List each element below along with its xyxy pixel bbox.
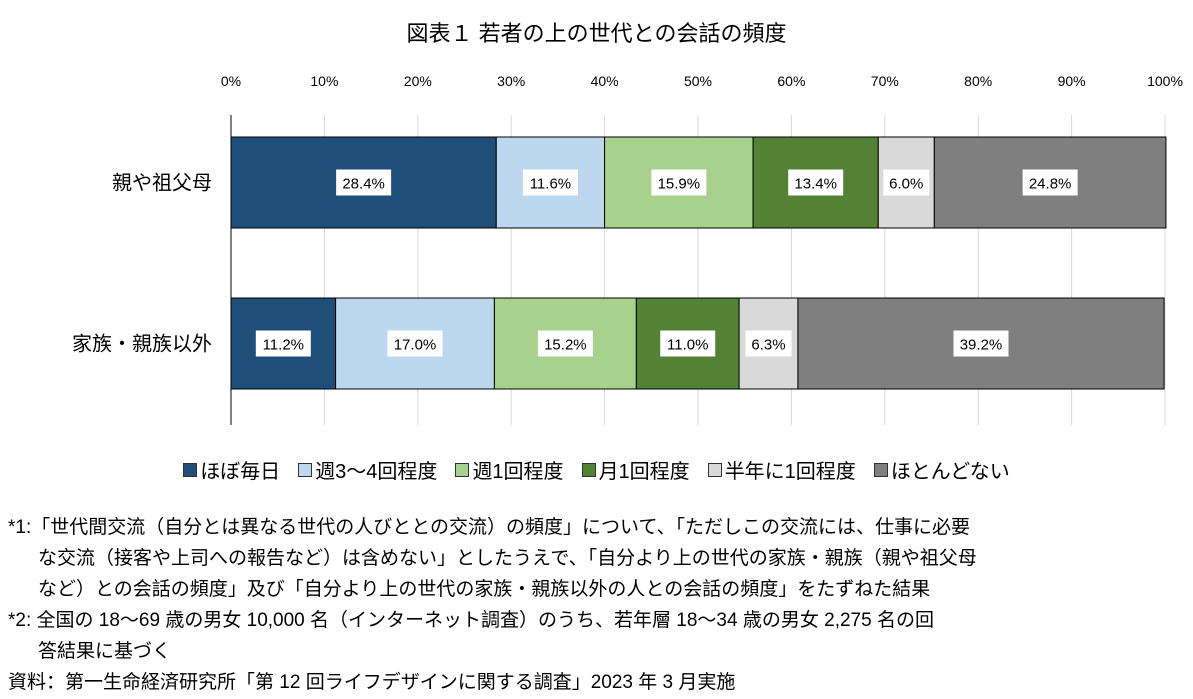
data-label: 11.0% [667, 337, 708, 354]
category-label: 家族・親族以外 [72, 333, 212, 356]
data-label: 11.2% [263, 337, 304, 354]
data-label: 24.8% [1029, 176, 1072, 193]
x-tick-label: 40% [591, 73, 619, 89]
data-label-bg [883, 169, 930, 196]
legend-swatch [298, 462, 313, 477]
data-label: 15.9% [658, 176, 701, 193]
legend-item: 月1回程度 [581, 455, 690, 484]
note-line: 答結果に基づく [38, 641, 172, 662]
data-label-bg [651, 169, 707, 196]
note-line: *2: 全国の 18～69 歳の男女 10,000 名（インターネット調査）のう… [8, 610, 934, 631]
data-label-bg [336, 169, 392, 196]
legend-item: ほとんどない [873, 455, 1010, 484]
chart-title: 図表１ 若者の上の世代との会話の頻度 [406, 21, 787, 46]
notes: *1:「世代間交流（自分とは異なる世代の人びととの交流）の頻度」について、「ただ… [8, 512, 1188, 698]
data-label-bg [255, 330, 311, 357]
x-tick-label: 100% [1147, 73, 1183, 89]
data-label: 6.3% [751, 337, 785, 354]
category-label: 親や祖父母 [112, 172, 212, 195]
data-label-bg [953, 330, 1009, 357]
x-tick-label: 30% [497, 73, 525, 89]
source-line: 資料：第一生命経済研究所「第 12 回ライフデザインに関する調査」2023 年 … [8, 672, 736, 693]
legend-label: 週3～4回程度 [315, 461, 438, 483]
legend-swatch [873, 462, 888, 477]
legend-label: 月1回程度 [598, 461, 690, 483]
x-tick-label: 80% [964, 73, 992, 89]
legend-item: ほぼ毎日 [183, 455, 280, 484]
note-line: な交流（接客や上司への報告など）は含めない」としたうえで、「自分より上の世代の家… [38, 548, 977, 569]
x-tick-label: 0% [221, 73, 241, 89]
legend-item: 週1回程度 [455, 455, 564, 484]
plot-area: 0% 10% 20% 30% 40% 50% 60% 70% 80% 90% 100% 親や祖父母 28… [72, 73, 1183, 425]
x-tick-label: 50% [684, 73, 712, 89]
x-tick-label: 10% [310, 73, 338, 89]
legend-label: ほとんどない [890, 461, 1010, 483]
legend-item: 週3～4回程度 [298, 455, 437, 484]
data-label: 28.4% [342, 176, 385, 193]
legend-swatch [455, 462, 470, 477]
data-label-bg [522, 169, 578, 196]
data-label-bg [1022, 169, 1078, 196]
legend-swatch [183, 462, 198, 477]
data-label: 11.6% [530, 176, 571, 193]
data-label: 17.0% [394, 337, 437, 354]
legend-label: ほぼ毎日 [200, 461, 281, 483]
x-tick-label: 60% [777, 73, 805, 89]
legend-label: 週1回程度 [472, 461, 564, 483]
legend-swatch [581, 462, 596, 477]
data-label-bg [387, 330, 443, 357]
x-tick-label: 90% [1058, 73, 1086, 89]
data-label-bg [537, 330, 593, 357]
legend-swatch [707, 462, 722, 477]
data-label: 15.2% [544, 337, 587, 354]
note-line: など）との会話の頻度」及び「自分より上の世代の家族・親族以外の人との会話の頻度」… [38, 579, 931, 600]
data-label-bg [745, 330, 792, 357]
legend: ほぼ毎日 週3～4回程度 週1回程度 月1回程度 半年に1回程度 ほとんどない [0, 455, 1193, 484]
data-label-bg [660, 330, 716, 357]
x-tick-label: 70% [871, 73, 899, 89]
legend-item: 半年に1回程度 [707, 455, 856, 484]
data-label: 6.0% [889, 176, 923, 193]
data-label: 13.4% [794, 176, 837, 193]
bar-segment [493, 297, 637, 390]
note-line: *1:「世代間交流（自分とは異なる世代の人びととの交流）の頻度」について、「ただ… [8, 517, 971, 538]
legend-label: 半年に1回程度 [724, 461, 856, 483]
x-tick-label: 20% [404, 73, 432, 89]
data-label-bg [788, 169, 844, 196]
data-label: 39.2% [960, 337, 1003, 354]
